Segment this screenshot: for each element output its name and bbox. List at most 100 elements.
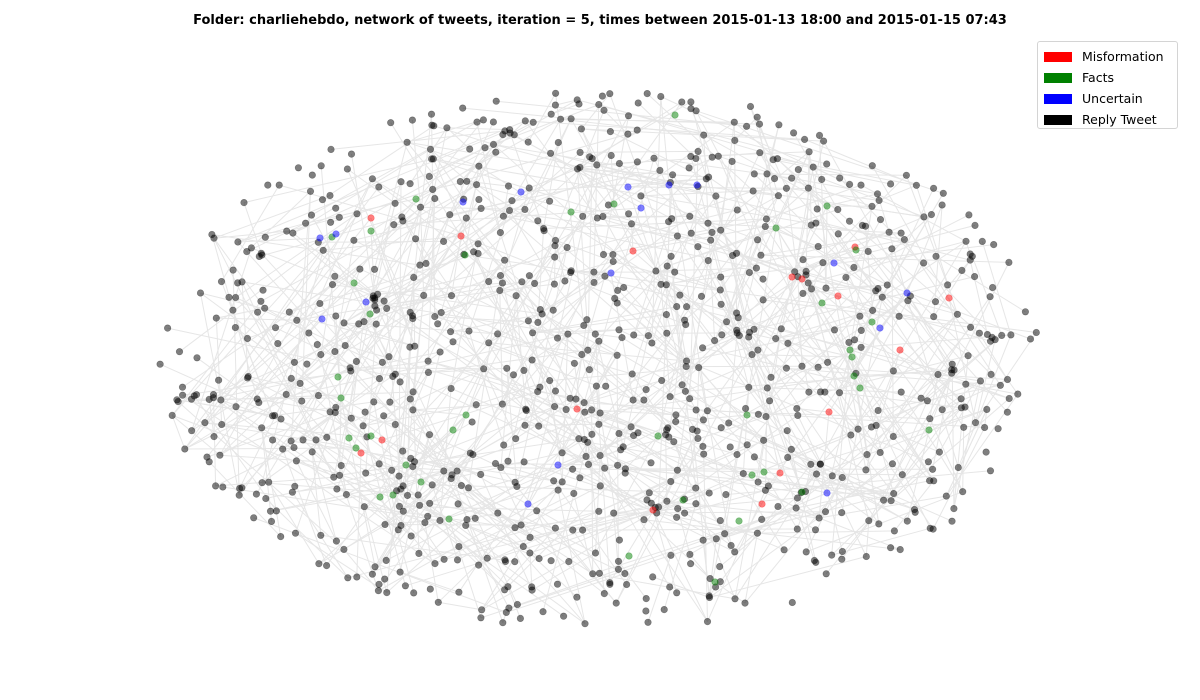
network-edge (660, 96, 670, 186)
network-edge (213, 394, 217, 486)
network-edge (246, 222, 306, 253)
tweet-node-reply (257, 297, 265, 305)
tweet-node-reply (318, 196, 327, 204)
tweet-node-uncertain (823, 489, 831, 497)
network-edge (571, 270, 1037, 333)
network-edge (738, 335, 815, 561)
tweet-node-reply (375, 460, 383, 468)
tweet-node-reply (793, 404, 801, 413)
tweet-node-reply (868, 162, 876, 170)
tweet-node-facts (798, 488, 806, 496)
tweet-node-facts (625, 552, 633, 560)
tweet-node-reply (762, 413, 770, 421)
network-edge (770, 239, 905, 378)
tweet-node-reply (828, 551, 836, 559)
tweet-node-reply (793, 494, 802, 502)
tweet-node-reply (927, 211, 936, 219)
network-edge (669, 396, 953, 522)
network-edge (390, 122, 490, 282)
network-edge (318, 240, 444, 243)
network-edge (434, 316, 633, 375)
network-edge (621, 337, 748, 416)
legend-swatch-facts (1044, 72, 1072, 83)
tweet-node-reply (673, 303, 681, 311)
network-edge (689, 151, 699, 399)
tweet-node-reply (615, 429, 623, 438)
tweet-node-reply (181, 445, 189, 453)
network-edge (890, 398, 1010, 502)
tweet-node-reply (845, 338, 853, 347)
tweet-node-reply (375, 183, 383, 191)
tweet-node-reply (811, 526, 820, 534)
network-edge (437, 481, 563, 603)
tweet-node-reply (485, 339, 493, 347)
tweet-node-reply (857, 181, 865, 189)
network-edge (728, 332, 738, 424)
tweet-node-reply (447, 475, 455, 483)
tweet-node-reply (530, 279, 539, 288)
tweet-node-reply (717, 424, 725, 432)
tweet-node-reply (587, 406, 596, 414)
network-edge (483, 368, 732, 546)
tweet-node-reply (864, 247, 872, 255)
tweet-node-reply (710, 337, 719, 345)
tweet-node-reply (794, 411, 802, 420)
tweet-node-reply (328, 281, 337, 289)
tweet-node-reply (966, 250, 974, 258)
tweet-node-reply (337, 462, 345, 470)
tweet-node-reply (559, 612, 568, 620)
tweet-node-reply (455, 542, 463, 551)
tweet-node-reply (614, 565, 623, 573)
network-edge (828, 262, 925, 413)
tweet-node-reply (254, 308, 262, 316)
tweet-node-reply (535, 554, 543, 563)
tweet-node-reply (391, 199, 399, 207)
tweet-node-reply (850, 336, 859, 344)
network-edge (711, 195, 779, 233)
network-edge (216, 317, 297, 321)
tweet-node-reply (667, 252, 675, 260)
tweet-node-reply (446, 211, 454, 219)
tweet-node-reply (410, 589, 418, 597)
tweet-node-reply (277, 532, 285, 541)
tweet-node-reply (509, 371, 518, 379)
legend-item-uncertain: Uncertain (1044, 88, 1171, 109)
network-edge (480, 468, 933, 619)
tweet-node-reply (215, 376, 223, 384)
tweet-node-reply (279, 445, 287, 453)
tweet-node-reply (782, 364, 791, 372)
tweet-node-reply (671, 268, 679, 276)
network-edge (824, 193, 944, 393)
network-edge (241, 281, 568, 335)
tweet-node-reply (822, 570, 830, 578)
network-edge (945, 409, 988, 497)
tweet-node-reply (428, 121, 436, 129)
tweet-node-reply (815, 131, 824, 139)
tweet-node-reply (728, 157, 736, 165)
network-edge (603, 109, 629, 135)
tweet-node-misinformation (825, 408, 833, 416)
tweet-node-reply (903, 517, 911, 525)
tweet-node-reply (838, 547, 847, 556)
network-edge (588, 421, 676, 465)
network-edge (894, 480, 935, 532)
tweet-node-reply (550, 477, 558, 485)
tweet-node-reply (478, 606, 486, 614)
network-edge (670, 256, 697, 489)
network-edge (344, 189, 434, 346)
tweet-node-reply (410, 273, 418, 282)
tweet-node-facts (823, 202, 831, 210)
tweet-node-reply (727, 541, 735, 550)
tweet-node-reply (178, 383, 187, 391)
tweet-node-reply (264, 181, 272, 189)
tweet-node-reply (362, 469, 370, 477)
network-edge (587, 265, 668, 351)
network-edge (555, 99, 578, 106)
tweet-node-reply (477, 614, 485, 622)
tweet-node-reply (271, 324, 280, 332)
network-edge (264, 307, 310, 334)
network-edge (243, 158, 434, 204)
tweet-node-reply (987, 370, 995, 379)
tweet-node-reply (360, 318, 368, 326)
tweet-node-reply (735, 332, 743, 340)
